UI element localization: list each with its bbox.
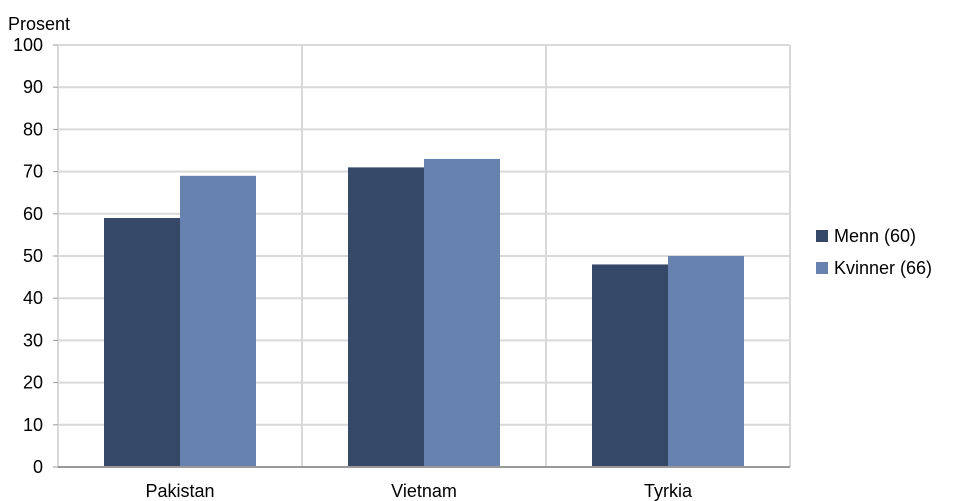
y-tick-labels: 0 10 20 30 40 50 60 70 80 90 100 xyxy=(13,35,43,477)
y-tick-label-0: 0 xyxy=(33,457,43,477)
x-tick-labels: Pakistan Vietnam Tyrkia xyxy=(145,481,693,501)
bar-tyrkia-kvinner xyxy=(668,256,744,467)
x-tick-label-pakistan: Pakistan xyxy=(145,481,214,501)
bar-pakistan-menn xyxy=(104,218,180,467)
y-tick-label-80: 80 xyxy=(23,119,43,139)
bar-tyrkia-menn xyxy=(592,264,668,467)
legend-item-menn: Menn (60) xyxy=(816,226,932,246)
y-tick-label-30: 30 xyxy=(23,330,43,350)
legend: Menn (60) Kvinner (66) xyxy=(816,226,932,290)
y-tick-label-100: 100 xyxy=(13,35,43,55)
y-tick-label-90: 90 xyxy=(23,77,43,97)
y-tick-label-70: 70 xyxy=(23,162,43,182)
bar-pakistan-kvinner xyxy=(180,175,256,467)
axes xyxy=(53,44,790,468)
y-axis-label: Prosent xyxy=(8,14,70,34)
bar-vietnam-kvinner xyxy=(424,158,500,467)
x-tick-label-tyrkia: Tyrkia xyxy=(644,481,693,501)
legend-swatch-kvinner xyxy=(816,262,828,274)
legend-swatch-menn xyxy=(816,230,828,242)
y-tick-label-50: 50 xyxy=(23,246,43,266)
bar-vietnam-menn xyxy=(348,167,424,467)
legend-item-kvinner: Kvinner (66) xyxy=(816,258,932,278)
legend-label-kvinner: Kvinner (66) xyxy=(834,257,933,278)
y-tick-label-60: 60 xyxy=(23,204,43,224)
y-tick-label-40: 40 xyxy=(23,288,43,308)
x-tick-label-vietnam: Vietnam xyxy=(391,481,457,501)
y-tick-label-10: 10 xyxy=(23,415,43,435)
legend-label-menn: Menn (60) xyxy=(834,225,917,246)
y-tick-label-20: 20 xyxy=(23,373,43,393)
bars xyxy=(104,158,744,467)
